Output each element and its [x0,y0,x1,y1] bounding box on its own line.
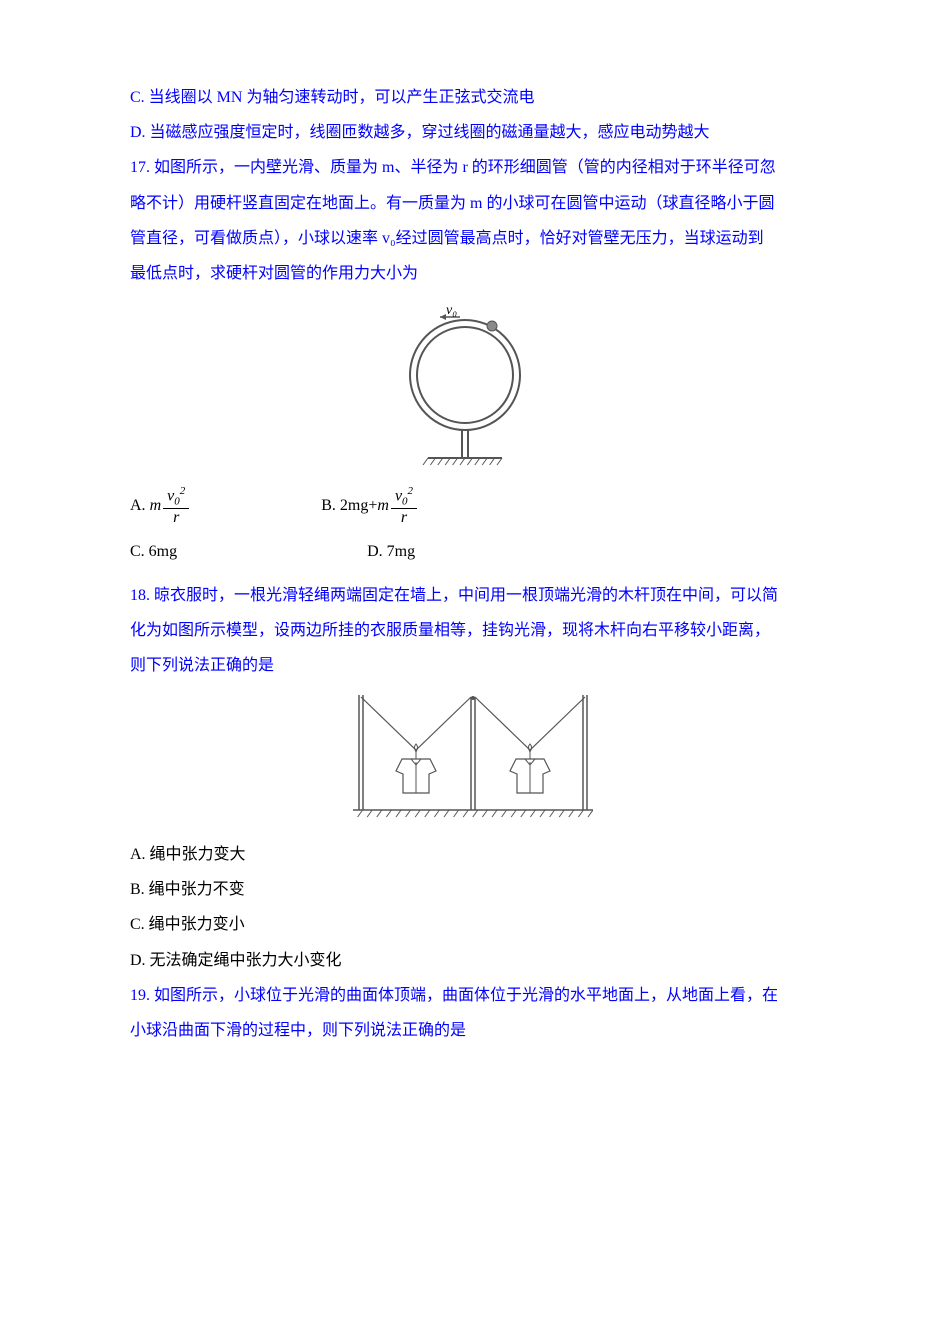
q17-stem-line2: 略不计）用硬杆竖直固定在地面上。有一质量为 m 的小球可在圆管中运动（球直径略小… [130,186,815,221]
q18-option-a: A. 绳中张力变大 [130,837,815,872]
q17-stem-line3: 管直径，可看做质点），小球以速率 v₀经过圆管最高点时，恰好对管壁无压力，当球运… [130,221,815,256]
fraction-icon: v02 r [391,485,417,526]
q19-stem-line1: 19. 如图所示，小球位于光滑的曲面体顶端，曲面体位于光滑的水平地面上，从地面上… [130,978,815,1013]
q19-stem-line2: 小球沿曲面下滑的过程中，则下列说法正确的是 [130,1013,815,1048]
formula-m: m [150,488,162,523]
formula-sub-0: 0 [174,496,180,508]
formula-v: v [395,487,402,504]
q17-figure: v₀ [130,303,815,473]
fraction-icon: v02 r [163,485,189,526]
q17-options-row2: C. 6mg D. 7mg [130,534,815,569]
q18-option-d: D. 无法确定绳中张力大小变化 [130,943,815,978]
formula-sub-0: 0 [402,496,408,508]
q17-option-d: D. 7mg [367,534,415,569]
formula-r: r [397,509,411,527]
prev-option-d: D. 当磁感应强度恒定时，线圈匝数越多，穿过线圈的磁通量越大，感应电动势越大 [130,115,815,150]
q17-option-b: B. 2mg+ m v02 r [321,485,419,526]
formula-r: r [169,509,183,527]
q17-stem-line1: 17. 如图所示，一内壁光滑、质量为 m、半径为 r 的环形细圆管（管的内径相对… [130,150,815,185]
q18-stem-line3: 则下列说法正确的是 [130,648,815,683]
formula-sup-2: 2 [408,485,414,497]
formula-m: m [377,488,389,523]
formula-sup-2: 2 [180,485,186,497]
q17-stem-line4: 最低点时，求硬杆对圆管的作用力大小为 [130,256,815,291]
q17-b-prefix: B. 2mg+ [321,488,377,523]
q18-option-c: C. 绳中张力变小 [130,907,815,942]
clothesline-diagram-icon [353,695,593,825]
q18-figure [130,695,815,825]
prev-option-c: C. 当线圈以 MN 为轴匀速转动时，可以产生正弦式交流电 [130,80,815,115]
q18-stem-line1: 18. 晾衣服时，一根光滑轻绳两端固定在墙上，中间用一根顶端光滑的木杆顶在中间，… [130,578,815,613]
q17-options-row1: A. m v02 r B. 2mg+ m v02 r [130,485,815,526]
q18-option-b: B. 绳中张力不变 [130,872,815,907]
q17-a-prefix: A. [130,488,146,523]
svg-text:v₀: v₀ [446,303,457,318]
q17-option-a: A. m v02 r [130,485,191,526]
ring-tube-diagram-icon: v₀ [398,303,548,473]
q17-option-c: C. 6mg [130,534,177,569]
q18-stem-line2: 化为如图所示模型，设两边所挂的衣服质量相等，挂钩光滑，现将木杆向右平移较小距离， [130,613,815,648]
